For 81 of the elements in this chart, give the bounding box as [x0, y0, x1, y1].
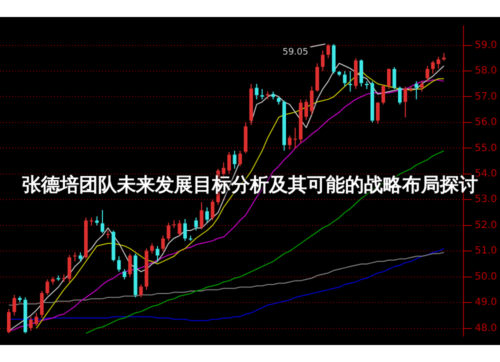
- candlestick: [238, 150, 242, 167]
- candlestick: [310, 86, 314, 116]
- candlestick: [232, 150, 236, 170]
- candlestick: [78, 252, 82, 262]
- candlestick: [442, 52, 446, 62]
- candlestick: [68, 254, 72, 282]
- candlestick: [342, 70, 347, 87]
- candlestick: [117, 256, 121, 272]
- candlestick: [12, 294, 16, 316]
- candlestick: [161, 235, 165, 252]
- candlestick: [320, 50, 325, 72]
- candlestick: [293, 127, 298, 149]
- candlestick: [56, 275, 60, 282]
- candlestick: [315, 62, 320, 92]
- candlestick: [62, 274, 66, 282]
- candlestick: [398, 86, 402, 105]
- candlestick: [84, 217, 88, 260]
- candlestick: [90, 217, 94, 226]
- candlestick: [34, 312, 38, 326]
- candlestick: [249, 83, 253, 126]
- candlestick: [166, 222, 170, 242]
- candlestick: [288, 134, 292, 150]
- candlestick: [73, 252, 77, 262]
- y-tick-label: 51.0: [474, 246, 497, 257]
- candlestick: [244, 122, 248, 154]
- candlestick: [404, 86, 408, 118]
- candlestick: [188, 235, 192, 242]
- candlestick: [122, 268, 126, 280]
- candlestick: [271, 91, 275, 100]
- candlestick: [6, 308, 11, 334]
- candlestick: [134, 253, 138, 298]
- candlestick: [18, 296, 22, 304]
- y-tick-label: 54.0: [474, 168, 497, 180]
- candlestick: [200, 202, 204, 230]
- candlestick: [382, 84, 386, 105]
- annotation: 59.05: [282, 47, 308, 58]
- candlestick: [128, 253, 132, 278]
- candlestick: [156, 245, 160, 262]
- candlestick: [205, 206, 209, 224]
- candlestick: [436, 56, 440, 69]
- candlestick: [260, 88, 264, 100]
- candlestick: [426, 65, 430, 82]
- candlestick: [254, 83, 258, 100]
- candlestick: [282, 100, 286, 152]
- candlestick: [431, 60, 435, 74]
- y-tick-label: 53.0: [474, 194, 497, 206]
- candlestick: [326, 44, 330, 59]
- candlestick: [266, 91, 270, 100]
- candlestick: [144, 248, 148, 290]
- y-tick-label: 58.0: [474, 66, 497, 77]
- candlestick: [150, 242, 154, 254]
- candlestick: [387, 68, 391, 90]
- candlestick: [100, 209, 104, 234]
- candlestick: [29, 316, 33, 332]
- y-tick-label: 49.0: [474, 297, 497, 308]
- y-tick-label: 55.0: [474, 142, 497, 154]
- candlestick: [359, 58, 364, 87]
- candlestick: [139, 284, 143, 298]
- candlestick: [370, 80, 374, 123]
- candlestick: [183, 218, 187, 242]
- candlestick: [376, 101, 380, 124]
- candlestick: [40, 290, 44, 318]
- y-tick-label: 50.0: [474, 271, 497, 282]
- candlestick: [298, 98, 303, 144]
- candlestick: [194, 217, 198, 232]
- candlestick: [24, 296, 28, 334]
- candlestick: [95, 216, 99, 226]
- y-tick-label: 57.0: [474, 91, 497, 102]
- candlestick: [46, 278, 50, 296]
- candlestick: [332, 44, 336, 74]
- candlestick: [210, 199, 214, 221]
- y-tick-label: 56.0: [474, 117, 497, 128]
- candlestick: [112, 230, 116, 262]
- y-tick-label: 52.0: [474, 220, 497, 231]
- candlestick: [354, 58, 358, 90]
- candlestick: [392, 66, 396, 90]
- candlestick: [304, 98, 308, 120]
- candlestick: [276, 96, 280, 105]
- y-tick-label: 59.0: [474, 40, 497, 51]
- candlestick: [106, 230, 110, 239]
- y-tick-label: 48.0: [474, 322, 497, 334]
